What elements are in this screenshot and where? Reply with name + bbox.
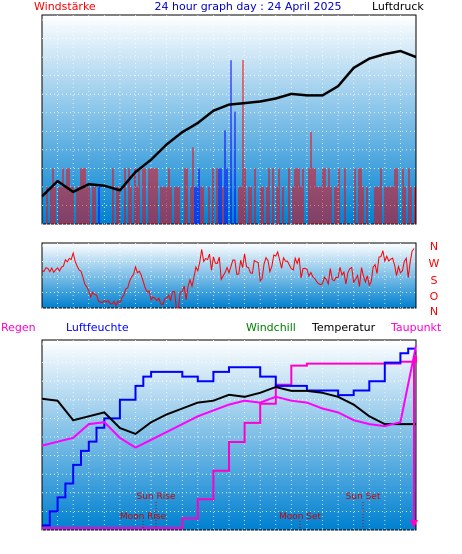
climate-lines	[41, 345, 418, 529]
compass-label: O	[430, 290, 439, 303]
sun-rise-label: Sun Rise	[137, 492, 176, 502]
moon-set-label: Moon Set	[279, 512, 322, 522]
pressure-title: Luftdruck	[372, 0, 424, 13]
legend-humidity: Luftfeuchte	[66, 321, 129, 334]
humidity-series-line	[42, 347, 416, 527]
chart-title: 24 hour graph day : 24 April 2025	[155, 0, 342, 13]
temperature-series-line	[41, 385, 416, 436]
rain-series-line	[42, 356, 417, 529]
wind-title: Windstärke	[34, 0, 96, 13]
compass-label: N	[430, 305, 438, 318]
legend-windchill: Windchill	[246, 321, 296, 334]
sun-set-label: Sun Set	[346, 492, 381, 502]
direction-line	[41, 248, 415, 309]
rain-end-arrow	[410, 520, 418, 528]
dewpoint-series-line	[41, 345, 417, 449]
legend-dewpoint: Taupunkt	[390, 321, 442, 334]
compass-label: W	[429, 257, 440, 270]
pressure-line	[41, 49, 417, 198]
compass-label: S	[431, 274, 438, 287]
pressure-series-line	[41, 49, 417, 198]
legend-temperature: Temperatur	[311, 321, 376, 334]
legend-rain: Regen	[1, 321, 36, 334]
grid-lines	[42, 15, 416, 531]
compass-label: N	[430, 240, 438, 253]
wind-bars	[46, 60, 416, 224]
direction-series-line	[41, 248, 415, 309]
moon-rise-label: Moon Rise	[120, 512, 167, 522]
